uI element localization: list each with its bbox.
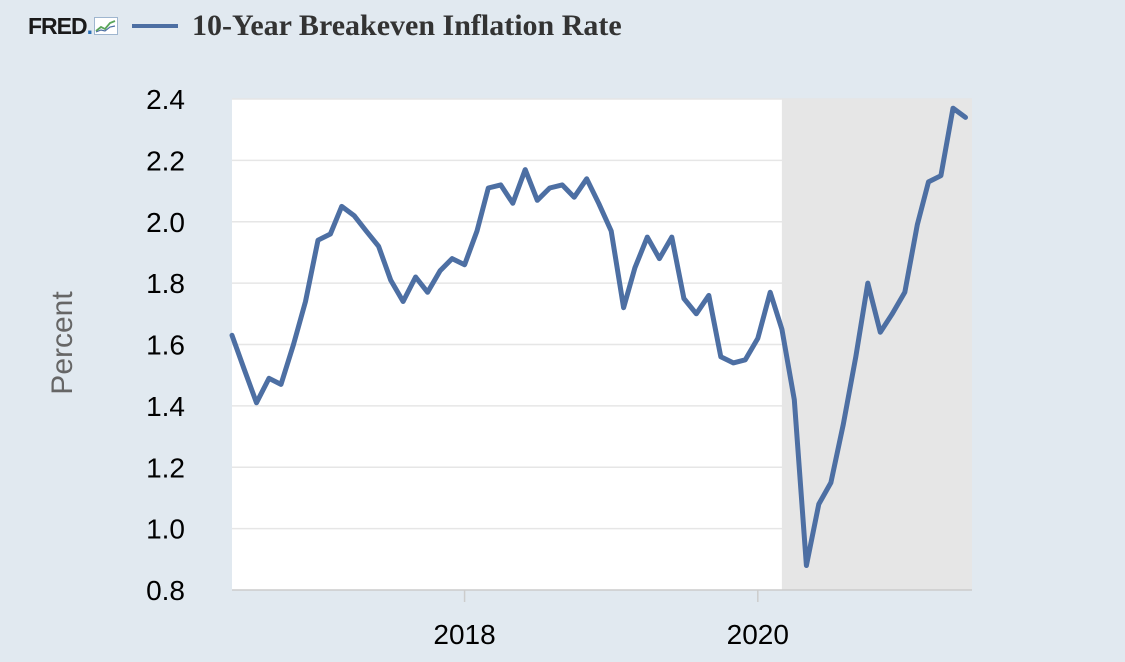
fred-logo[interactable]: FRED. bbox=[28, 12, 93, 40]
x-tick-label: 2020 bbox=[727, 619, 789, 650]
y-tick-label: 1.4 bbox=[146, 391, 185, 422]
chart-title: 10-Year Breakeven Inflation Rate bbox=[192, 9, 622, 42]
series-legend-swatch bbox=[132, 24, 179, 28]
y-tick-label: 2.2 bbox=[146, 145, 185, 176]
y-tick-label: 1.0 bbox=[146, 514, 185, 545]
y-tick-label: 1.6 bbox=[146, 330, 185, 361]
y-axis-label: Percent bbox=[46, 291, 79, 395]
graph-icon bbox=[94, 17, 119, 35]
x-axis-ticks: 2018 2020 bbox=[433, 590, 789, 650]
series-line[interactable] bbox=[229, 105, 968, 568]
fred-logo-text: FRED bbox=[28, 12, 88, 39]
y-tick-label: 1.8 bbox=[146, 268, 185, 299]
gridlines bbox=[232, 98, 972, 530]
y-tick-label: 2.4 bbox=[146, 84, 185, 115]
chart-header: FRED. 10-Year Breakeven Inflation Rate bbox=[28, 4, 622, 48]
y-tick-label: 2.0 bbox=[146, 207, 185, 238]
y-tick-label: 1.2 bbox=[146, 452, 185, 483]
y-tick-label: 0.8 bbox=[146, 575, 185, 606]
x-tick-label: 2018 bbox=[433, 619, 495, 650]
fred-logo-mark: . bbox=[86, 12, 93, 39]
y-axis-tick-labels: 0.8 1.0 1.2 1.4 1.6 1.8 2.0 2.2 2.4 bbox=[146, 84, 185, 606]
